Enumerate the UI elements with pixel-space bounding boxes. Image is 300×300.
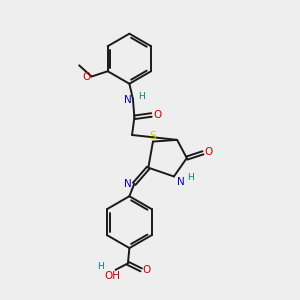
Text: H: H [138, 92, 145, 101]
Text: H: H [97, 262, 104, 271]
Text: O: O [204, 147, 212, 157]
Text: S: S [149, 131, 156, 141]
Text: O: O [153, 110, 161, 120]
Text: N: N [176, 177, 184, 187]
Text: H: H [187, 173, 194, 182]
Text: O: O [142, 265, 151, 275]
Text: O: O [82, 71, 90, 82]
Text: N: N [124, 179, 132, 190]
Text: N: N [124, 94, 131, 105]
Text: OH: OH [105, 271, 121, 281]
